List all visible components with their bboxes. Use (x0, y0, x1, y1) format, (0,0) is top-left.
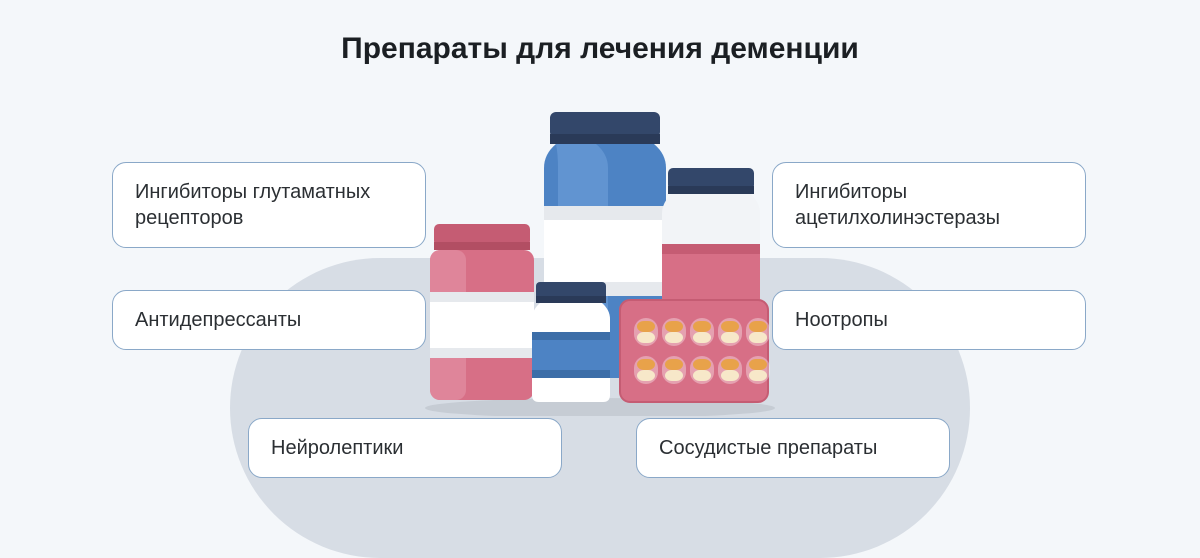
page-title: Препараты для лечения деменции (0, 0, 1200, 66)
category-card-nootrop: Ноотропы (772, 290, 1086, 350)
category-card-antidep: Антидепрессанты (112, 290, 426, 350)
category-card-vascular: Сосудистые препараты (636, 418, 950, 478)
category-card-neurolept: Нейролептики (248, 418, 562, 478)
category-card-glutamate: Ингибиторы глутаматных рецепторов (112, 162, 426, 248)
medication-illustration (410, 96, 790, 416)
category-card-ache: Ингибиторы ацетилхолинэстеразы (772, 162, 1086, 248)
pill-bottles-icon (410, 96, 790, 416)
